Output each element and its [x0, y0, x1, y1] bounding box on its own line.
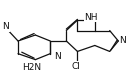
Text: N: N — [54, 52, 61, 61]
Text: NH: NH — [84, 13, 98, 22]
Text: H2N: H2N — [22, 63, 41, 72]
Text: N: N — [2, 22, 9, 31]
Text: N: N — [120, 36, 126, 45]
Text: Cl: Cl — [72, 62, 81, 71]
